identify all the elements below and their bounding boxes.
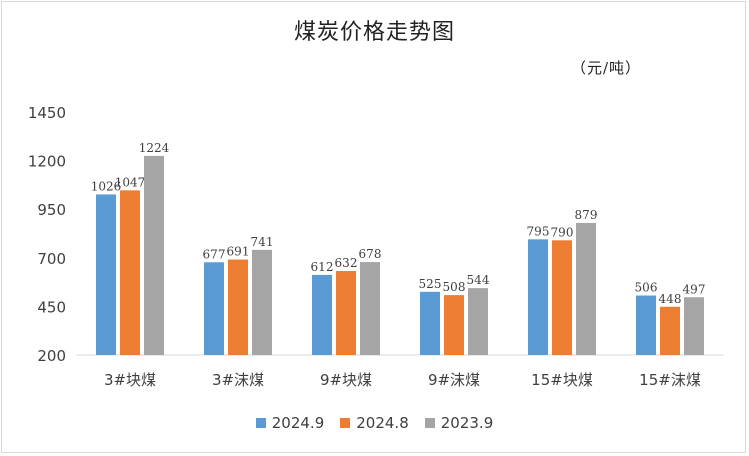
data-label: 1224 — [139, 141, 170, 155]
bar — [204, 262, 224, 355]
bar — [468, 288, 488, 355]
data-label: 1026 — [91, 179, 122, 193]
bar — [576, 223, 596, 355]
legend-swatch — [340, 418, 351, 428]
data-label: 678 — [359, 247, 382, 261]
x-tick-label: 9#块煤 — [320, 371, 372, 389]
data-label: 741 — [251, 235, 274, 249]
data-label: 544 — [467, 273, 490, 287]
data-label: 632 — [335, 256, 358, 270]
data-label: 497 — [683, 282, 706, 296]
x-tick-label: 3#块煤 — [104, 371, 156, 389]
bar — [684, 297, 704, 355]
legend: 2024.9 2024.8 2023.9 — [0, 414, 749, 432]
bar — [360, 262, 380, 355]
x-tick-label: 9#沫煤 — [428, 371, 480, 389]
y-tick-label: 200 — [37, 347, 66, 365]
data-label: 691 — [227, 245, 250, 259]
chart-title: 煤炭价格走势图 — [293, 20, 455, 45]
y-tick-label: 700 — [37, 250, 66, 268]
bar — [336, 271, 356, 355]
bar — [228, 259, 248, 355]
unit-label: （元/吨） — [570, 59, 641, 77]
bar — [636, 295, 656, 355]
data-label: 448 — [659, 292, 682, 306]
bar — [312, 274, 332, 355]
legend-item-2023-9: 2023.9 — [424, 414, 494, 432]
legend-item-2024-8: 2024.8 — [340, 414, 409, 432]
data-label: 612 — [311, 260, 334, 274]
x-tick-label: 3#沫煤 — [212, 371, 264, 389]
legend-swatch — [255, 418, 266, 428]
x-tick-label: 15#块煤 — [531, 371, 593, 389]
data-label: 795 — [527, 224, 550, 238]
data-label: 506 — [635, 281, 658, 295]
x-tick-label: 15#沫煤 — [639, 371, 701, 389]
y-tick-label: 950 — [37, 201, 66, 219]
bar — [96, 194, 116, 355]
bar — [552, 240, 572, 355]
y-tick-label: 450 — [37, 298, 66, 316]
y-tick-label: 1450 — [28, 104, 66, 122]
legend-label: 2023.9 — [440, 414, 494, 432]
legend-label: 2024.9 — [271, 414, 325, 432]
legend-item-2024-9: 2024.9 — [255, 414, 325, 432]
data-label: 879 — [575, 208, 598, 222]
data-label: 525 — [419, 277, 442, 291]
data-label: 1047 — [115, 175, 146, 189]
legend-swatch — [424, 418, 435, 428]
bar — [528, 239, 548, 355]
data-label: 790 — [551, 225, 574, 239]
bar — [120, 190, 140, 355]
bar — [660, 306, 680, 355]
data-label: 508 — [443, 280, 466, 294]
y-tick-label: 1200 — [28, 153, 66, 171]
data-label: 677 — [203, 247, 226, 261]
bar — [420, 291, 440, 355]
bar — [144, 155, 164, 355]
bar — [252, 249, 272, 355]
legend-label: 2024.8 — [356, 414, 409, 432]
bar — [444, 295, 464, 355]
